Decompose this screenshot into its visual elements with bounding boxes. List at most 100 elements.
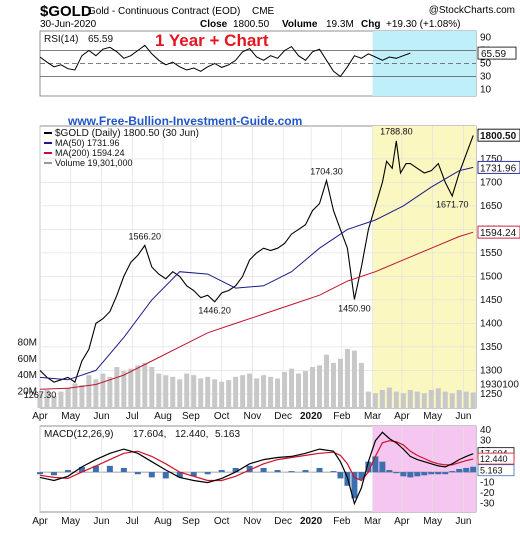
macd-histogram-bar bbox=[372, 456, 379, 473]
macd-xtick-label: Aug bbox=[154, 516, 172, 527]
macd-histogram-bar bbox=[407, 472, 414, 478]
macd-histogram-bar bbox=[358, 472, 365, 480]
volume-bar bbox=[456, 389, 462, 408]
volume-bar bbox=[365, 391, 371, 408]
volume-bar bbox=[198, 378, 204, 408]
volume-bar bbox=[212, 379, 218, 408]
rsi-current-tag: 65.59 bbox=[481, 49, 506, 60]
macd-histogram-bar bbox=[50, 472, 57, 476]
price-ytick-label: 1650 bbox=[480, 201, 503, 212]
price-annotation: 1267.30 bbox=[24, 390, 57, 400]
macd-xtick-label: Jun bbox=[455, 516, 471, 527]
macd-histogram-bar bbox=[190, 472, 197, 477]
volume-bar bbox=[142, 362, 148, 408]
volume-bar bbox=[65, 387, 71, 408]
volume-bar bbox=[303, 371, 309, 408]
price-annotation: 1446.20 bbox=[198, 306, 231, 316]
macd-histogram-bar bbox=[274, 470, 281, 473]
price-annotation: 1704.30 bbox=[310, 166, 343, 176]
price-ytick-label: 1750 bbox=[480, 154, 503, 165]
price-xtick-label: Apr bbox=[32, 411, 48, 422]
price-ytick-label: 1550 bbox=[480, 248, 503, 259]
chart-overlay-title: 1 Year + Chart bbox=[155, 31, 269, 50]
legend-entry: Volume 19,301,000 bbox=[55, 158, 133, 168]
macd-histogram-bar bbox=[316, 467, 323, 473]
macd-histogram-bar bbox=[260, 467, 267, 473]
volume-bar bbox=[414, 391, 420, 408]
volume-bar bbox=[170, 376, 176, 408]
volume-bar bbox=[358, 362, 364, 408]
price-ytick-label: 1450 bbox=[480, 295, 503, 306]
macd-histogram-bar bbox=[232, 467, 239, 473]
macd-histogram-bar bbox=[302, 470, 309, 473]
volume-bar bbox=[79, 385, 85, 408]
volume-bar bbox=[86, 375, 92, 408]
macd-signal-value: 12.440, bbox=[175, 429, 208, 440]
macd-histogram-bar bbox=[337, 472, 344, 479]
volume-bar bbox=[296, 373, 302, 408]
volume-bar bbox=[114, 367, 120, 408]
volume-bar bbox=[282, 371, 288, 408]
price-annotation: 1450.90 bbox=[338, 303, 371, 313]
volume-bar bbox=[372, 393, 378, 408]
price-xtick-label: Feb bbox=[333, 411, 351, 422]
macd-panel: -30-20-1001020304017.60412.4405.163MACD(… bbox=[32, 425, 515, 527]
macd-histogram-bar bbox=[92, 465, 99, 473]
volume-bar bbox=[323, 354, 329, 408]
volume-bar bbox=[184, 373, 190, 408]
macd-xtick-label: Apr bbox=[32, 516, 48, 527]
price-ytick-label: 1250 bbox=[480, 389, 503, 400]
macd-current-tag-box bbox=[477, 464, 515, 477]
volume-bar bbox=[93, 379, 99, 408]
macd-histogram-bar bbox=[37, 472, 43, 475]
macd-current-tag: 5.163 bbox=[480, 466, 503, 476]
volume-bar bbox=[351, 350, 357, 408]
macd-line bbox=[39, 431, 474, 506]
price-line bbox=[39, 135, 474, 383]
macd-xtick-label: 2020 bbox=[300, 516, 323, 527]
macd-label: MACD(12,26,9) bbox=[44, 429, 113, 440]
volume-bar bbox=[100, 373, 106, 408]
macd-histogram-bar bbox=[442, 472, 449, 475]
volume-bar bbox=[400, 393, 406, 408]
macd-xtick-label: Nov bbox=[244, 516, 262, 527]
volume-bar bbox=[428, 389, 434, 408]
price-xtick-label: Sep bbox=[182, 411, 200, 422]
macd-value: 17.604, bbox=[133, 429, 166, 440]
volume-ytick-label: 80M bbox=[18, 337, 37, 348]
price-ytick-label: 1300 bbox=[480, 365, 503, 376]
volume-bar bbox=[254, 378, 260, 408]
volume-bar bbox=[463, 391, 469, 408]
volume-bar bbox=[51, 395, 57, 408]
macd-signal-line bbox=[39, 440, 474, 482]
price-current-tag-box bbox=[477, 225, 520, 239]
rsi-ytick-label: 50 bbox=[480, 59, 492, 70]
price-ytick-label: 1350 bbox=[480, 342, 503, 353]
exchange-label: CME bbox=[252, 6, 275, 17]
website-label: www.Free-Bullion-Investment-Guide.com bbox=[67, 114, 302, 128]
date-label: 30-Jun-2020 bbox=[40, 19, 97, 30]
macd-histogram-bar bbox=[351, 472, 358, 499]
volume-bar bbox=[128, 368, 134, 408]
price-xtick-label: Dec bbox=[274, 411, 292, 422]
price-panel: 20M 40M 60M 80M 1267.30 1566.20 1446.20 1704.30… bbox=[18, 125, 520, 422]
price-xtick-label: Jun bbox=[93, 411, 109, 422]
volume-bar bbox=[407, 389, 413, 408]
volume-bar bbox=[107, 376, 113, 408]
volume-bar bbox=[163, 375, 169, 408]
volume-bar bbox=[386, 387, 392, 408]
volume-bar bbox=[442, 391, 448, 408]
macd-ytick-label: 40 bbox=[480, 425, 492, 436]
price-ytick-label: 1500 bbox=[480, 271, 503, 282]
price-xtick-label: Apr bbox=[394, 411, 410, 422]
price-annotation: 1566.20 bbox=[129, 231, 162, 241]
volume-bar bbox=[470, 392, 476, 408]
volume-bar bbox=[337, 358, 343, 408]
legend-entry: MA(50) 1731.96 bbox=[55, 138, 120, 148]
price-current-tag: 1800.50 bbox=[480, 131, 517, 142]
volume-bar bbox=[379, 389, 385, 408]
price-ytick-label: 1400 bbox=[480, 318, 503, 329]
price-xtick-label: Oct bbox=[214, 411, 230, 422]
price-xtick-label: Jul bbox=[126, 411, 139, 422]
